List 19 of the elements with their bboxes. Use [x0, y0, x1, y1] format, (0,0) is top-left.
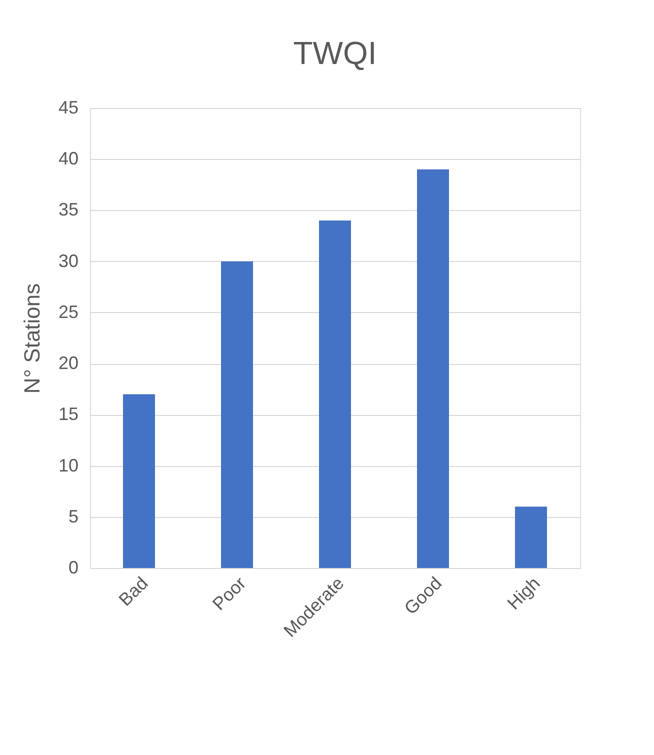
y-tick-label: 25	[58, 302, 78, 322]
y-tick-label: 30	[58, 250, 78, 271]
bar	[319, 220, 351, 568]
y-tick-label: 40	[58, 148, 78, 169]
y-tick-label: 15	[58, 404, 78, 424]
y-tick-label: 10	[58, 455, 78, 476]
chart-title: TWQI	[293, 35, 377, 71]
bar	[123, 394, 155, 568]
y-tick-label: 35	[58, 200, 78, 220]
y-tick-label: 45	[58, 98, 78, 118]
y-tick-label: 0	[68, 558, 78, 578]
y-tick-label: 5	[68, 506, 78, 526]
bar	[417, 169, 449, 568]
y-axis-title: N° Stations	[19, 283, 44, 394]
x-tick-label: High	[503, 573, 544, 614]
x-tick-label: Bad	[114, 573, 152, 610]
y-tick-label: 20	[58, 353, 78, 374]
bar	[515, 506, 547, 568]
bar	[221, 261, 253, 568]
